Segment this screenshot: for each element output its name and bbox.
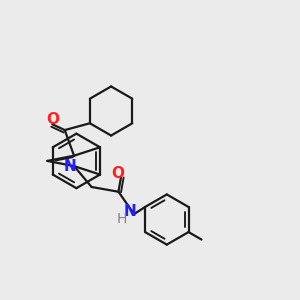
Text: O: O <box>111 166 124 181</box>
Text: O: O <box>46 112 59 127</box>
Text: N: N <box>63 159 76 174</box>
Text: H: H <box>117 212 127 226</box>
Text: N: N <box>123 204 136 219</box>
